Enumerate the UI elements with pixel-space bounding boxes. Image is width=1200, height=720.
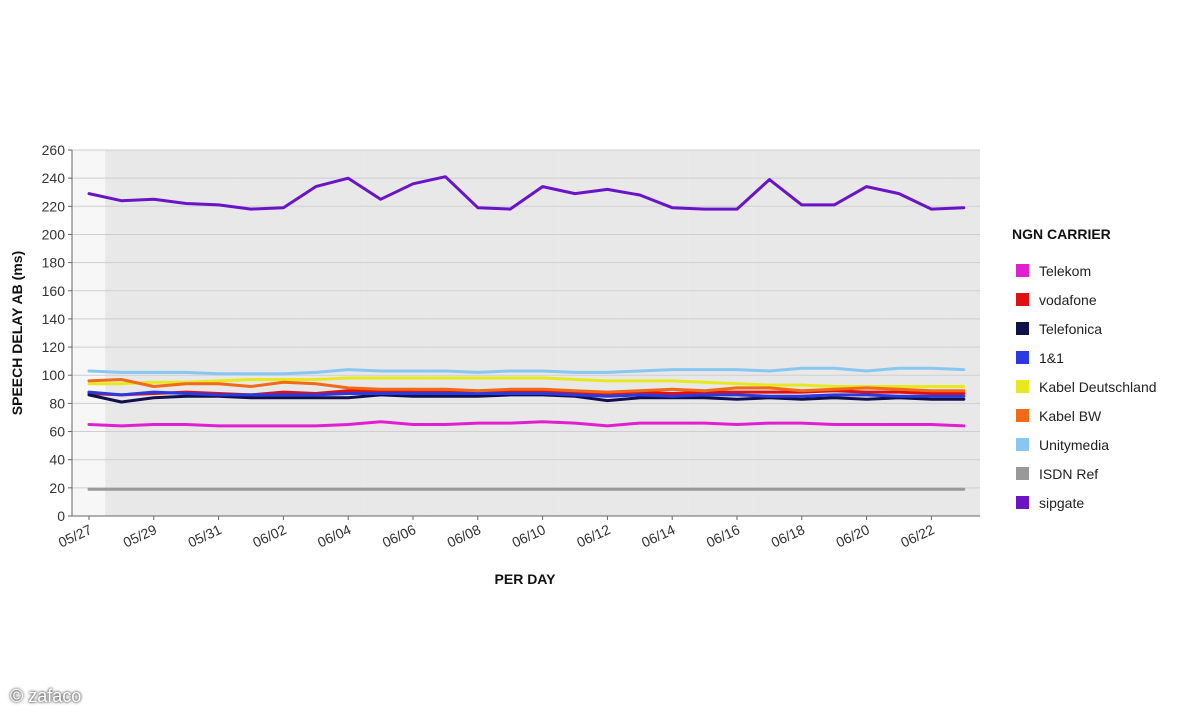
- y-tick-label: 40: [49, 452, 65, 468]
- legend-item: Kabel BW: [1008, 401, 1198, 430]
- x-tick-label: 06/20: [833, 521, 872, 550]
- legend-label: Unitymedia: [1039, 436, 1110, 453]
- x-axis-title: PER DAY: [495, 571, 557, 587]
- legend-item: ISDN Ref: [1008, 459, 1198, 488]
- band: [429, 150, 494, 516]
- x-tick-label: 06/18: [769, 521, 808, 550]
- legend-swatch: [1016, 409, 1029, 422]
- legend-label: 1&1: [1039, 349, 1064, 366]
- band: [753, 150, 818, 516]
- axes: [71, 150, 980, 517]
- legend-swatch: [1016, 438, 1029, 451]
- band: [882, 150, 948, 516]
- legend-label: Kabel Deutschland: [1039, 378, 1157, 395]
- x-tick-label: 05/31: [185, 521, 224, 550]
- x-tick-label: 06/04: [315, 521, 354, 550]
- legend-swatch: [1016, 496, 1029, 509]
- band: [494, 150, 559, 516]
- y-tick-labels: 0 20 40 60 80 100 120 140 160 180 200 220 240 260: [42, 142, 66, 524]
- legend-label: Telekom: [1039, 262, 1092, 279]
- y-tick-label: 20: [49, 480, 65, 496]
- series-line-sipgate: [87, 175, 966, 211]
- x-tick-label: 06/08: [445, 521, 484, 550]
- x-tick-label: 06/22: [898, 521, 937, 550]
- band: [105, 150, 170, 516]
- series-line-1-1: [87, 390, 966, 398]
- legend-title: NGN CARRIER: [1012, 226, 1111, 242]
- x-tick-labels: 05/27 05/29 05/31 06/02 06/04 06/06 06/08 06/10…: [56, 516, 937, 551]
- y-tick-label: 160: [42, 283, 66, 299]
- x-tick-label: 06/10: [509, 521, 548, 550]
- series-line-kabel-deutschland: [87, 376, 966, 388]
- legend-label: sipgate: [1039, 494, 1085, 511]
- legend-swatch: [1016, 293, 1029, 306]
- legend-item: Unitymedia: [1008, 430, 1198, 459]
- series-line-kabel-bw: [87, 378, 966, 394]
- legend-swatch: [1016, 467, 1029, 480]
- x-tick-label: 06/14: [639, 521, 678, 550]
- y-tick-label: 140: [42, 311, 66, 327]
- legend-label: Telefonica: [1039, 320, 1103, 337]
- band: [623, 150, 689, 516]
- x-tick-label: 05/27: [56, 521, 95, 550]
- band: [947, 150, 980, 516]
- legend-swatch: [1016, 322, 1029, 335]
- legend-label: vodafone: [1039, 291, 1097, 308]
- y-tick-label: 60: [49, 424, 65, 440]
- series-line-telekom: [87, 420, 966, 428]
- y-tick-label: 240: [42, 170, 66, 186]
- y-tick-label: 120: [42, 339, 66, 355]
- series-lines: [87, 175, 966, 491]
- legend-item: Telekom: [1008, 256, 1198, 285]
- band: [299, 150, 365, 516]
- legend-label: Kabel BW: [1039, 407, 1102, 424]
- band: [234, 150, 300, 516]
- band: [364, 150, 430, 516]
- band: [558, 150, 624, 516]
- y-tick-label: 260: [42, 142, 66, 158]
- band: [688, 150, 754, 516]
- x-tick-label: 06/02: [250, 521, 289, 550]
- legend-swatch: [1016, 351, 1029, 364]
- legend-item: vodafone: [1008, 285, 1198, 314]
- x-tick-label: 06/16: [704, 521, 743, 550]
- x-tick-label: 06/12: [574, 521, 613, 550]
- legend-item: sipgate: [1008, 488, 1198, 517]
- legend-item: 1&1: [1008, 343, 1198, 372]
- y-tick-label: 220: [42, 198, 66, 214]
- y-tick-label: 180: [42, 255, 66, 271]
- alternating-bands: [72, 150, 980, 516]
- legend-item: Telefonica: [1008, 314, 1198, 343]
- legend: NGN CARRIER Telekom vodafone Telefonica 1&1…: [1008, 226, 1198, 517]
- y-axis-title: SPEECH DELAY AB (ms): [9, 251, 25, 415]
- legend-item: Kabel Deutschland: [1008, 372, 1198, 401]
- watermark-text: © zafaco: [10, 686, 82, 706]
- band: [170, 150, 235, 516]
- x-tick-label: 06/06: [380, 521, 419, 550]
- y-tick-label: 80: [49, 395, 65, 411]
- legend-swatch: [1016, 264, 1029, 277]
- y-tick-label: 200: [42, 226, 66, 242]
- x-tick-label: 05/29: [121, 521, 160, 550]
- series-line-unitymedia: [87, 366, 966, 376]
- y-tick-label: 100: [42, 367, 66, 383]
- legend-swatch: [1016, 380, 1029, 393]
- y-tick-label: 0: [57, 508, 65, 524]
- band: [818, 150, 883, 516]
- legend-label: ISDN Ref: [1039, 465, 1099, 482]
